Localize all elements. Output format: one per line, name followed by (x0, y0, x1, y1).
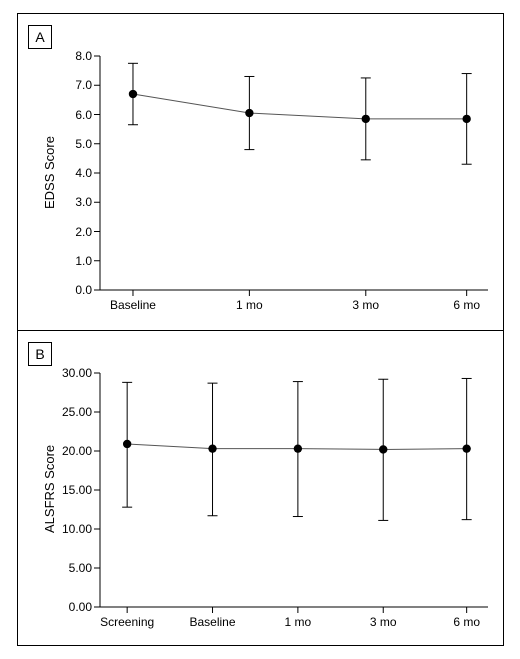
panel-b-svg (100, 373, 488, 607)
ytick-label: 5.0 (54, 137, 92, 151)
ytick-label: 6.0 (54, 108, 92, 122)
ytick-label: 3.0 (54, 195, 92, 209)
panel-b-label: B (35, 346, 44, 362)
xtick-label: 1 mo (236, 298, 263, 312)
ytick-label: 0.0 (54, 283, 92, 297)
ytick-label: 15.00 (54, 483, 92, 497)
figure-root: A EDSS Score B ALSFRS Score 0.01.02.03.0… (0, 0, 520, 659)
ytick-label: 4.0 (54, 166, 92, 180)
ytick-label: 25.00 (54, 405, 92, 419)
ytick-label: 1.0 (54, 254, 92, 268)
ytick-label: 30.00 (54, 366, 92, 380)
xtick-label: 3 mo (352, 298, 379, 312)
ytick-label: 8.0 (54, 49, 92, 63)
panel-b-plot-area (100, 373, 488, 607)
panel-divider (17, 330, 504, 331)
ytick-label: 0.00 (54, 600, 92, 614)
ytick-label: 10.00 (54, 522, 92, 536)
panel-a-label: A (35, 29, 44, 45)
ytick-label: 5.00 (54, 561, 92, 575)
xtick-label: Baseline (110, 298, 156, 312)
panel-b-label-box: B (28, 342, 52, 366)
xtick-label: 3 mo (370, 615, 397, 629)
panel-a-svg (100, 56, 488, 290)
ytick-label: 20.00 (54, 444, 92, 458)
xtick-label: Screening (100, 615, 154, 629)
panel-a-label-box: A (28, 25, 52, 49)
xtick-label: 6 mo (453, 615, 480, 629)
ytick-label: 7.0 (54, 78, 92, 92)
xtick-label: 6 mo (453, 298, 480, 312)
panel-a-plot-area (100, 56, 488, 290)
xtick-label: 1 mo (285, 615, 312, 629)
xtick-label: Baseline (190, 615, 236, 629)
ytick-label: 2.0 (54, 225, 92, 239)
